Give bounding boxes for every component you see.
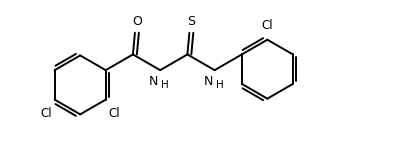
- Text: Cl: Cl: [109, 107, 120, 121]
- Text: Cl: Cl: [261, 19, 273, 32]
- Text: O: O: [132, 15, 141, 28]
- Text: H: H: [215, 80, 223, 90]
- Text: Cl: Cl: [40, 107, 51, 121]
- Text: S: S: [187, 15, 195, 28]
- Text: N: N: [149, 75, 158, 88]
- Text: H: H: [161, 80, 168, 90]
- Text: N: N: [203, 75, 212, 88]
